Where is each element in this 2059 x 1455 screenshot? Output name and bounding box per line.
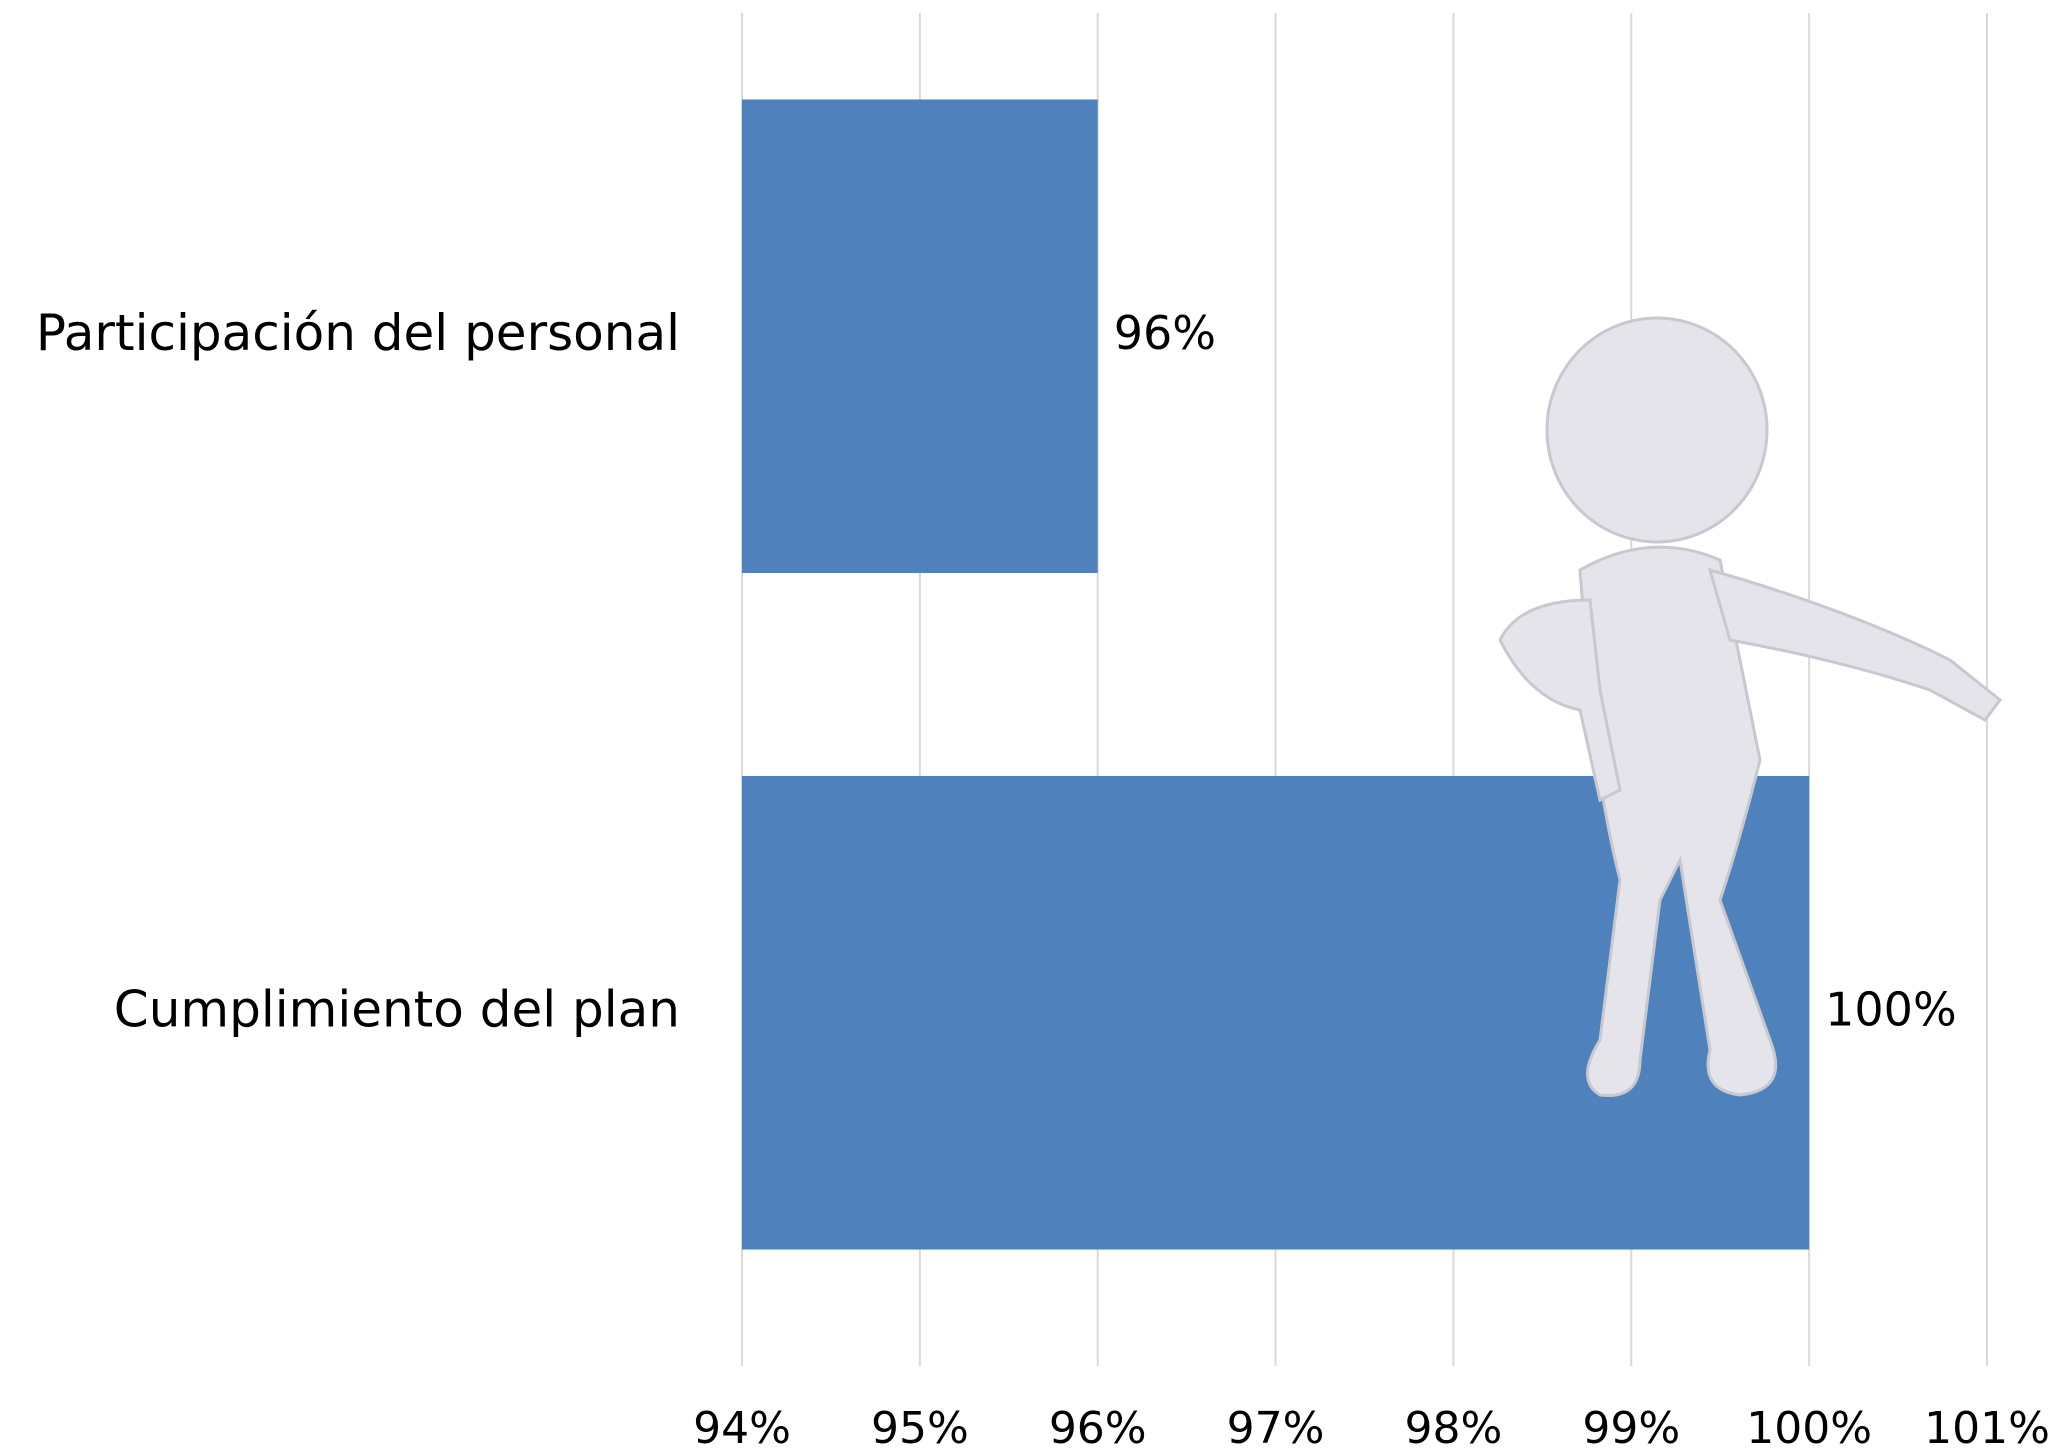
y-tick-label: Cumplimiento del plan: [114, 980, 680, 1038]
data-label: 100%: [1825, 982, 1957, 1036]
x-tick-label: 94%: [693, 1403, 791, 1454]
x-tick-label: 95%: [871, 1403, 969, 1454]
x-tick-label: 96%: [1049, 1403, 1147, 1454]
x-tick-label: 100%: [1746, 1403, 1872, 1454]
y-tick-label: Participación del personal: [36, 304, 680, 362]
figure-head: [1545, 316, 1769, 544]
x-tick-label: 101%: [1924, 1403, 2050, 1454]
x-tick-label: 98%: [1405, 1403, 1503, 1454]
figure-body: [1578, 545, 1778, 1098]
bar: [742, 99, 1098, 574]
figure-illustration: [1498, 316, 2003, 1098]
data-label: 96%: [1114, 306, 1216, 360]
x-tick-label: 99%: [1582, 1403, 1680, 1454]
figure-right-arm: [1707, 567, 2003, 722]
figure-left-arm: [1498, 598, 1622, 803]
x-tick-label: 97%: [1227, 1403, 1325, 1454]
